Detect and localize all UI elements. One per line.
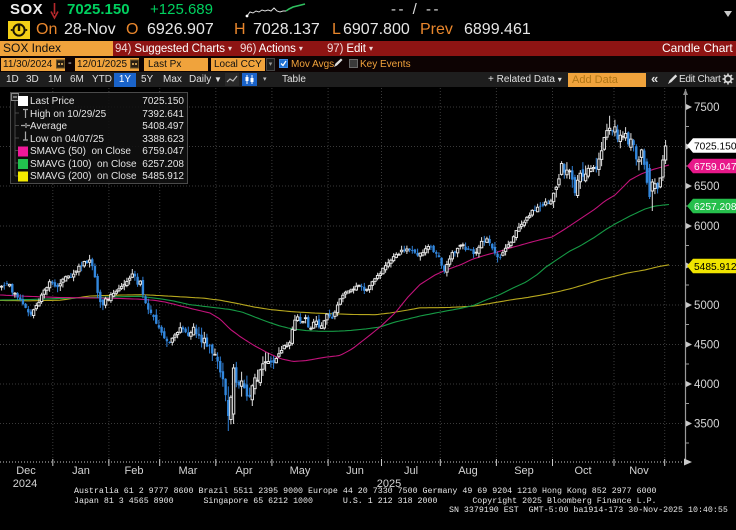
svg-text:Oct: Oct [574, 465, 591, 477]
svg-text:7025.150: 7025.150 [694, 141, 736, 152]
svg-text:May: May [290, 465, 311, 477]
svg-text:Jul: Jul [404, 465, 418, 477]
svg-text:6500: 6500 [694, 181, 720, 193]
svg-text:Dec: Dec [16, 465, 36, 477]
svg-text:6000: 6000 [694, 221, 720, 233]
svg-text:5000: 5000 [694, 300, 720, 312]
svg-text:4500: 4500 [694, 340, 720, 352]
svg-text:5485.912: 5485.912 [694, 262, 736, 273]
svg-text:Mar: Mar [179, 465, 198, 477]
svg-text:Apr: Apr [235, 465, 252, 477]
svg-text:Jun: Jun [346, 465, 364, 477]
svg-text:3500: 3500 [694, 419, 720, 431]
svg-text:2024: 2024 [13, 478, 37, 490]
svg-text:Aug: Aug [458, 465, 478, 477]
svg-text:Sep: Sep [514, 465, 534, 477]
svg-text:6759.047: 6759.047 [694, 162, 736, 173]
svg-text:7500: 7500 [694, 102, 720, 114]
svg-text:6257.208: 6257.208 [694, 202, 736, 213]
svg-text:Nov: Nov [629, 465, 649, 477]
svg-text:Jan: Jan [72, 465, 90, 477]
svg-text:Feb: Feb [125, 465, 144, 477]
svg-text:4000: 4000 [694, 379, 720, 391]
svg-text:2025: 2025 [377, 478, 401, 490]
